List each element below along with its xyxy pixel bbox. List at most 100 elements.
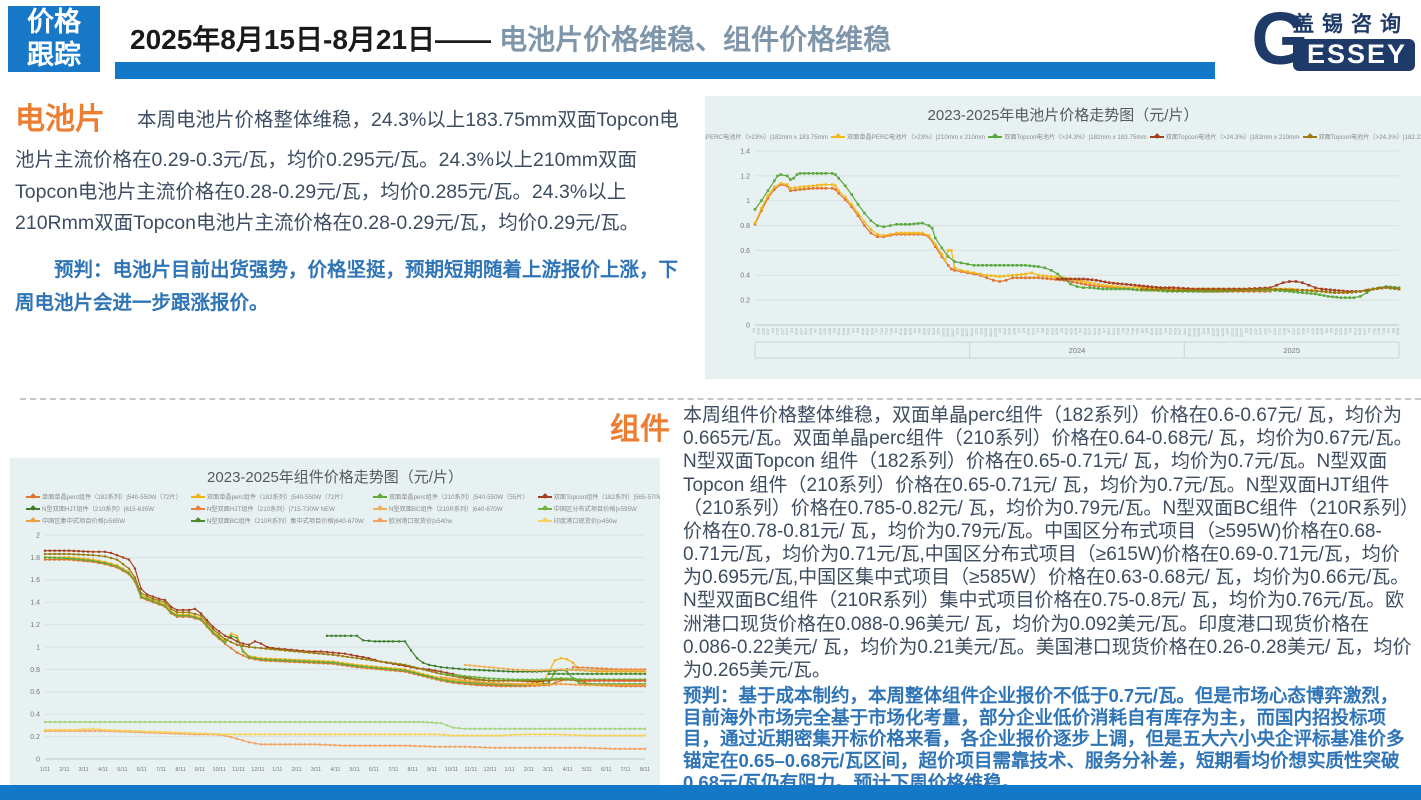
svg-text:1.2: 1.2 [740, 173, 750, 180]
title-summary: 电池片价格维稳、组件价格维稳 [499, 24, 892, 55]
legend-marker-icon [1149, 133, 1164, 140]
svg-text:1.6: 1.6 [30, 577, 40, 584]
svg-text:1/12: 1/12 [1003, 328, 1007, 335]
svg-text:10/11: 10/11 [1188, 328, 1192, 337]
title-date: 2025年8月15日-8月21日—— [130, 24, 492, 55]
svg-text:6/28: 6/28 [1117, 328, 1121, 335]
legend-item: 中国区集中式项目价格|≥585W [26, 516, 182, 525]
cell-price-chart-panel: 2023-2025年电池片价格走势图（元/片） 双面单晶PERC电池片（>23%… [705, 96, 1421, 379]
svg-text:2/16: 2/16 [1027, 328, 1031, 335]
svg-text:12/11: 12/11 [251, 767, 264, 773]
svg-text:9/6: 9/6 [1164, 328, 1168, 333]
svg-text:11/11: 11/11 [232, 767, 245, 773]
svg-text:1/5: 1/5 [998, 328, 1002, 333]
svg-text:0.4: 0.4 [30, 712, 40, 719]
svg-text:5/30: 5/30 [1344, 328, 1348, 335]
svg-text:9/15: 9/15 [923, 328, 927, 335]
cell-body-text: 本周电池片价格整体维稳，24.3%以上183.75mm双面Topcon电池片主流… [15, 109, 679, 235]
legend-marker-icon [830, 133, 845, 140]
legend-label: 欧洲港口现货价|≥540w [388, 518, 452, 525]
svg-text:8/15: 8/15 [1396, 328, 1400, 335]
svg-text:7/11: 7/11 [1372, 328, 1376, 335]
svg-text:3/28: 3/28 [1301, 328, 1305, 335]
svg-text:6/16: 6/16 [861, 328, 865, 335]
cell-chart-title: 2023-2025年电池片价格走势图（元/片） [927, 107, 1199, 124]
svg-text:3/8: 3/8 [1041, 328, 1045, 333]
cell-section-heading: 电池片 [15, 103, 105, 136]
svg-text:11/1: 11/1 [1202, 328, 1206, 335]
svg-text:1/10: 1/10 [1249, 328, 1253, 335]
legend-label: 双面单晶PERC电池片（>23%）|210mm x 210mm [846, 134, 986, 141]
svg-text:12/13: 12/13 [1230, 328, 1234, 337]
svg-text:9/13: 9/13 [1169, 328, 1173, 335]
legend-marker-icon [1302, 133, 1317, 140]
svg-text:10/4: 10/4 [1183, 328, 1187, 335]
logo-g-icon: G [1251, 0, 1309, 80]
svg-text:11/8: 11/8 [1207, 328, 1211, 335]
svg-text:3/1: 3/1 [1036, 328, 1040, 333]
svg-text:12/6: 12/6 [1226, 328, 1230, 335]
svg-text:6/2: 6/2 [851, 328, 855, 333]
svg-text:5/16: 5/16 [1334, 328, 1338, 335]
svg-text:12/27: 12/27 [1240, 328, 1244, 337]
module-section-heading: 组件 [610, 413, 670, 446]
svg-text:11/11: 11/11 [464, 767, 477, 773]
svg-text:1/11: 1/11 [40, 767, 50, 773]
svg-text:0.8: 0.8 [740, 223, 750, 230]
legend-item: N型双面HJT组件（210系列）|715-730W NEW [190, 504, 364, 513]
svg-text:8/1: 8/1 [1387, 328, 1391, 333]
svg-text:8/2: 8/2 [1140, 328, 1144, 333]
svg-text:2/11: 2/11 [291, 767, 301, 773]
cell-chart-legend: 双面单晶PERC电池片（>23%）|182mm x 183.75mm 双面单晶PE… [705, 132, 1421, 141]
legend-item: 双面Topcon电池片（>24.3%）|182mm x 183.75mm [988, 132, 1147, 141]
svg-text:8/11: 8/11 [408, 767, 418, 773]
section-divider [20, 398, 1421, 400]
svg-text:6/9: 6/9 [856, 328, 860, 333]
svg-text:9/20: 9/20 [1173, 328, 1177, 335]
svg-text:1.4: 1.4 [30, 600, 40, 607]
svg-text:4/11: 4/11 [1311, 328, 1315, 335]
svg-text:6/11: 6/11 [137, 767, 147, 773]
svg-text:5/5: 5/5 [833, 328, 837, 333]
svg-text:4/19: 4/19 [1069, 328, 1073, 335]
svg-text:7/21: 7/21 [885, 328, 889, 335]
svg-text:5/9: 5/9 [1330, 328, 1334, 333]
module-chart-legend: 单面单晶perc组件（182系列）|540-550W（72片） 双面单晶perc组… [10, 487, 660, 527]
svg-text:6/6: 6/6 [1349, 328, 1353, 333]
svg-text:12/1: 12/1 [975, 328, 979, 335]
svg-text:1/20: 1/20 [762, 328, 766, 335]
svg-text:8/11: 8/11 [640, 767, 650, 773]
legend-label: 双面单晶perc组件（182系列）|540-550W（72片） [206, 494, 347, 501]
svg-text:1/24: 1/24 [1259, 328, 1263, 335]
svg-text:2/3: 2/3 [771, 328, 775, 333]
svg-text:3/10: 3/10 [795, 328, 799, 335]
svg-text:11/24: 11/24 [970, 328, 974, 337]
module-price-chart-panel: 2023-2025年组件价格走势图（元/片） 单面单晶perc组件（182系列）… [10, 458, 660, 789]
svg-text:0.4: 0.4 [740, 273, 750, 280]
svg-text:8/4: 8/4 [894, 328, 898, 333]
svg-text:3/11: 3/11 [311, 767, 321, 773]
legend-marker-icon [26, 505, 40, 512]
svg-text:1: 1 [746, 198, 750, 205]
svg-text:8/30: 8/30 [1159, 328, 1163, 335]
svg-text:10/18: 10/18 [1192, 328, 1196, 337]
legend-item: 中国区分布式项目价格|≥595W [537, 504, 660, 513]
svg-text:7/11: 7/11 [156, 767, 166, 773]
legend-label: N型双面HJT组件（210系列）|615-635W [42, 506, 154, 513]
svg-text:10/20: 10/20 [946, 328, 950, 337]
module-chart-title: 2023-2025年组件价格走势图（元/片） [207, 469, 463, 486]
svg-text:2/28: 2/28 [1282, 328, 1286, 335]
legend-item: N型双面BC组件（210R系列）集中式项目价格|640-670W [190, 516, 364, 525]
svg-text:1/26: 1/26 [1012, 328, 1016, 335]
svg-text:3/17: 3/17 [799, 328, 803, 335]
svg-text:0.2: 0.2 [740, 298, 750, 305]
legend-item: 单面单晶perc组件（182系列）|540-550W（72片） [26, 492, 182, 501]
legend-item: 双面单晶PERC电池片（>23%）|182mm x 183.75mm [705, 132, 828, 141]
svg-text:6/11: 6/11 [369, 767, 379, 773]
svg-text:11/10: 11/10 [960, 328, 964, 337]
legend-label: 双面Topcon电池片（>24.3%）|182.22mm x 182mm [1318, 134, 1421, 141]
svg-text:5/11: 5/11 [117, 767, 127, 773]
svg-text:4/18: 4/18 [1316, 328, 1320, 335]
svg-text:10/11: 10/11 [445, 767, 458, 773]
